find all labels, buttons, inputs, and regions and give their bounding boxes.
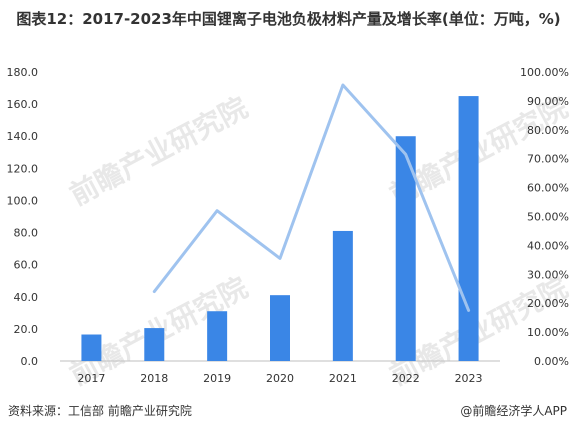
y-left-tick-label: 160.0 (7, 98, 39, 111)
y-left-tick-label: 60.0 (14, 259, 39, 272)
bar (81, 334, 102, 361)
y-right-tick-label: 0.00% (534, 355, 569, 368)
y-left-tick-label: 20.0 (14, 323, 39, 336)
y-right-tick-label: 70.00% (527, 153, 569, 166)
y-left-tick-label: 100.0 (7, 194, 39, 207)
bar (395, 136, 416, 361)
y-right-tick-label: 10.00% (527, 326, 569, 339)
x-tick-label: 2021 (329, 372, 357, 385)
brand-label: @前瞻经济学人APP (460, 404, 567, 418)
y-right-tick-label: 60.00% (527, 182, 569, 195)
growth-rate-line (152, 83, 471, 312)
x-tick-label: 2023 (455, 372, 483, 385)
bar (458, 96, 479, 361)
y-left-tick-label: 80.0 (14, 227, 39, 240)
chart-title: 图表12：2017-2023年中国锂离子电池负极材料产量及增长率(单位：万吨，%… (16, 10, 561, 28)
bar (207, 311, 228, 361)
y-left-tick-label: 120.0 (7, 162, 39, 175)
source-note: 资料来源：工信部 前瞻产业研究院 (8, 404, 192, 418)
y-left-tick-label: 180.0 (7, 66, 39, 79)
y-left-tick-label: 140.0 (7, 130, 39, 143)
y-left-tick-label: 0.0 (21, 355, 39, 368)
y-right-tick-label: 20.00% (527, 297, 569, 310)
y-right-tick-label: 40.00% (527, 239, 569, 252)
bar (332, 230, 353, 361)
y-right-tick-label: 50.00% (527, 211, 569, 224)
x-tick-label: 2019 (203, 372, 231, 385)
x-tick-label: 2022 (392, 372, 420, 385)
x-tick-label: 2020 (266, 372, 294, 385)
y-right-tick-label: 100.00% (520, 66, 569, 79)
y-right-tick-label: 90.00% (527, 95, 569, 108)
x-tick-label: 2017 (77, 372, 105, 385)
bar (270, 295, 290, 361)
bar (144, 328, 165, 361)
y-right-tick-label: 80.00% (527, 124, 569, 137)
y-right-tick-label: 30.00% (527, 268, 569, 281)
y-left-tick-label: 40.0 (14, 291, 39, 304)
x-tick-label: 2018 (140, 372, 168, 385)
